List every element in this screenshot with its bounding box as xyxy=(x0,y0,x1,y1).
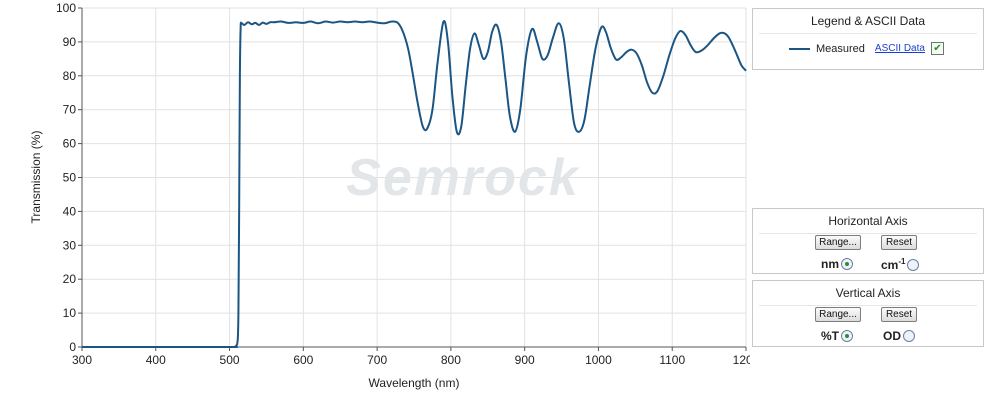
wavenumber-radio[interactable] xyxy=(907,258,920,271)
y-tick-label: 40 xyxy=(63,204,77,218)
y-tick-label: 50 xyxy=(63,171,77,185)
x-tick-label: 700 xyxy=(367,353,387,367)
y-tick-label: 70 xyxy=(63,103,77,117)
od-radio[interactable] xyxy=(903,330,915,342)
vertical-reset-button[interactable]: Reset xyxy=(881,307,917,322)
y-tick-label: 0 xyxy=(69,340,76,354)
transmission-option[interactable]: %T xyxy=(821,329,853,343)
transmission-chart: Semrock 300 400 500 600 700 800 900 1000 1100 120… xyxy=(29,1,750,390)
nm-option[interactable]: nm xyxy=(821,257,853,271)
semrock-watermark: Semrock xyxy=(346,149,581,207)
x-tick-label: 400 xyxy=(146,353,166,367)
series-line-measured xyxy=(81,19,747,349)
x-tick-label: 900 xyxy=(515,353,535,367)
radio-selected-dot xyxy=(845,262,849,266)
y-tick-label: 30 xyxy=(63,238,77,252)
horizontal-axis-title: Horizontal Axis xyxy=(759,209,977,234)
legend-row: Measured ASCII Data ✔ xyxy=(789,42,944,55)
y-tick-label: 20 xyxy=(63,272,77,286)
x-tick-label: 300 xyxy=(72,353,92,367)
legend-line-swatch xyxy=(789,47,810,50)
x-tick-label: 800 xyxy=(441,353,461,367)
vertical-axis-panel: Vertical Axis Range... Reset %T OD xyxy=(752,280,984,347)
x-tick-label: 500 xyxy=(220,353,240,367)
y-tick-label: 90 xyxy=(63,35,77,49)
y-axis-label: Transmission (%) xyxy=(29,131,43,224)
nm-radio[interactable] xyxy=(841,258,853,270)
x-tick-label: 1000 xyxy=(585,353,612,367)
x-axis-label: Wavelength (nm) xyxy=(369,376,460,390)
transmission-label: %T xyxy=(821,329,839,343)
y-tick-label: 80 xyxy=(63,69,77,83)
vertical-range-button[interactable]: Range... xyxy=(815,307,861,322)
x-tick-label: 600 xyxy=(293,353,313,367)
legend-panel: Legend & ASCII Data Measured ASCII Data … xyxy=(752,8,984,70)
horizontal-axis-panel: Horizontal Axis Range... Reset nm cm-1 xyxy=(752,208,984,274)
wavenumber-label: cm-1 xyxy=(881,257,906,272)
vertical-axis-title: Vertical Axis xyxy=(759,281,977,306)
x-tick-label: 1100 xyxy=(659,353,685,367)
y-tick-label: 100 xyxy=(56,1,76,15)
y-tick-label: 10 xyxy=(63,306,77,320)
nm-label: nm xyxy=(821,257,839,271)
od-label: OD xyxy=(883,329,901,343)
legend-panel-title: Legend & ASCII Data xyxy=(759,9,977,34)
od-option[interactable]: OD xyxy=(883,329,915,343)
checkmark-icon: ✔ xyxy=(933,42,942,54)
y-tick-label: 60 xyxy=(63,137,77,151)
series-layer xyxy=(81,19,747,349)
wavenumber-option[interactable]: cm-1 xyxy=(881,257,920,272)
radio-selected-dot xyxy=(845,334,849,338)
transmission-radio[interactable] xyxy=(841,330,853,342)
horizontal-range-button[interactable]: Range... xyxy=(815,235,861,250)
legend-series-label: Measured xyxy=(816,42,865,55)
horizontal-reset-button[interactable]: Reset xyxy=(881,235,917,250)
grid-lines xyxy=(81,7,747,348)
series-visibility-checkbox[interactable]: ✔ xyxy=(930,42,944,55)
ascii-data-link[interactable]: ASCII Data xyxy=(874,43,925,54)
